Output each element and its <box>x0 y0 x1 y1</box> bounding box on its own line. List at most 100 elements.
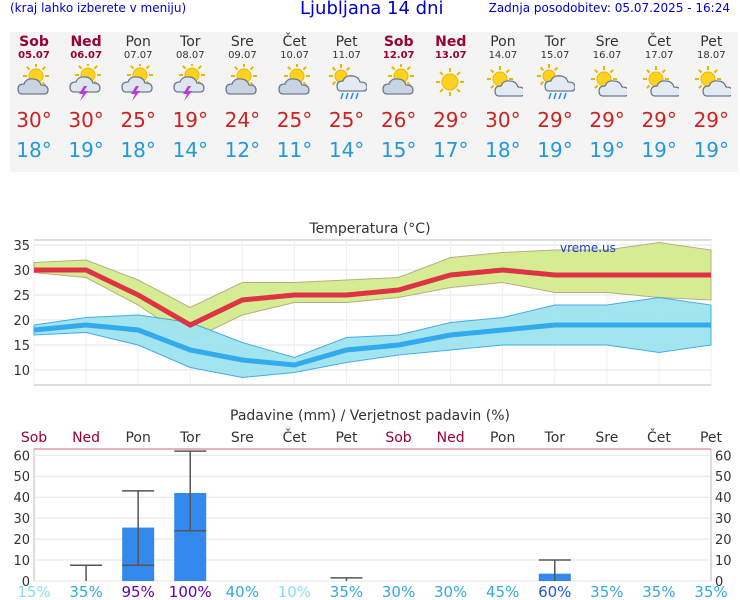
temp-max: 29° <box>537 108 573 132</box>
forecast-day: Pon 07.07 25° 18° <box>112 32 164 162</box>
menu-hint[interactable]: (kraj lahko izberete v meniju) <box>10 1 187 15</box>
x-category-label: Sob <box>21 430 47 446</box>
day-name: Sob <box>19 34 49 50</box>
y-tick-label: 30 <box>13 512 30 527</box>
x-category-label: Pet <box>335 430 358 446</box>
series-line-max <box>34 267 711 328</box>
precip-probability-label: 35% <box>642 583 675 600</box>
x-category-label: Sre <box>231 430 254 446</box>
precip-probability-label: 35% <box>330 583 363 600</box>
day-date: 08.07 <box>175 50 205 61</box>
day-date: 06.07 <box>70 50 102 61</box>
temp-min: 19° <box>589 138 625 162</box>
day-name: Čet <box>282 34 307 50</box>
day-name: Sob <box>383 34 414 50</box>
temp-min: 19° <box>68 138 104 162</box>
temp-min: 18° <box>120 138 156 162</box>
y-tick-label-right: 50 <box>715 470 732 485</box>
day-date: 18.07 <box>696 50 726 61</box>
chart-title: Temperatura (°C) <box>308 221 430 237</box>
temp-min: 18° <box>485 138 521 162</box>
temp-max: 30° <box>485 108 521 132</box>
temp-max: 29° <box>589 108 625 132</box>
temp-min: 18° <box>16 138 52 162</box>
x-category-label: Ned <box>72 430 100 446</box>
y-tick-label: 25 <box>13 289 30 304</box>
partly-cloudy-sun-icon <box>269 63 321 102</box>
page-title: Ljubljana 14 dni <box>300 0 444 19</box>
day-date: 13.07 <box>434 50 467 61</box>
precip-probability-label: 45% <box>486 583 519 600</box>
day-name: Pet <box>335 34 358 50</box>
sun-thunder-icon <box>112 62 164 102</box>
day-date: 17.07 <box>644 50 674 61</box>
precip-probability-label: 30% <box>434 583 467 600</box>
day-name: Sre <box>595 34 619 50</box>
x-category-label: Tor <box>544 430 566 446</box>
day-name: Pon <box>490 34 516 50</box>
partly-cloudy-sun-icon <box>373 63 425 102</box>
temp-max: 30° <box>68 108 104 132</box>
forecast-day: Sre 09.07 24° 12° <box>216 32 268 162</box>
day-name: Tor <box>180 34 201 50</box>
y-tick-label: 40 <box>13 491 30 506</box>
day-name: Tor <box>544 34 566 50</box>
day-date: 10.07 <box>280 50 309 61</box>
update-timestamp: Zadnja posodobitev: 05.07.2025 - 16:24 <box>488 1 730 15</box>
temp-min: 14° <box>328 138 365 162</box>
x-category-label: Pon <box>490 430 515 446</box>
day-date: 16.07 <box>592 50 622 61</box>
day-name: Pon <box>125 34 151 50</box>
day-date: 14.07 <box>488 50 518 61</box>
x-category-label: Pon <box>125 430 150 446</box>
precip-probability-label: 95% <box>121 583 154 600</box>
forecast-day: Tor 15.07 29° 19° <box>529 32 581 162</box>
forecast-days: Sob 05.07 30° 18° Ned 06.07 30° 19° Pon 07.07 25° 1… <box>10 32 738 172</box>
temp-max: 26° <box>380 108 417 132</box>
precip-probability-label: 30% <box>382 583 415 600</box>
partly-cloudy-sun-icon <box>216 63 268 102</box>
header-bar: (kraj lahko izberete v meniju) Ljubljana… <box>0 0 740 20</box>
day-date: 07.07 <box>123 50 153 61</box>
x-category-label: Čet <box>647 428 671 446</box>
y-tick-label: 30 <box>13 264 30 279</box>
temp-max: 29° <box>641 108 677 132</box>
precip-probability-label: 15% <box>17 583 50 600</box>
chart-title: Padavine (mm) / Verjetnost padavin (%) <box>230 408 510 424</box>
y-tick-label-right: 60 <box>715 449 732 464</box>
watermark: vreme.us <box>560 241 616 255</box>
x-category-label: Čet <box>282 428 306 446</box>
x-category-label: Tor <box>179 430 201 446</box>
precip-probability-label: 40% <box>226 583 259 600</box>
day-name: Ned <box>70 34 102 50</box>
precip-probability-label: 60% <box>538 583 571 600</box>
min-range-band <box>33 296 712 379</box>
temp-max: 25° <box>328 108 365 132</box>
y-tick-label: 20 <box>13 533 30 548</box>
day-name: Ned <box>435 34 467 50</box>
precip-probability-label: 35% <box>694 583 727 600</box>
temp-max: 29° <box>433 108 469 132</box>
y-tick-label: 60 <box>13 449 30 464</box>
forecast-day: Čet 10.07 25° 11° <box>269 32 321 162</box>
x-category-label: Sre <box>595 430 618 446</box>
sun-thunder-icon <box>60 62 112 102</box>
temp-min: 14° <box>172 138 209 162</box>
sun-cloud-icon <box>477 64 529 102</box>
forecast-day: Pet 18.07 29° 19° <box>685 32 737 162</box>
temperature-chart: Temperatura (°C) 10 15 20 25 30 35 vreme.us <box>13 221 712 386</box>
day-date: 05.07 <box>18 50 50 61</box>
series-line-min <box>33 322 711 368</box>
x-category-label: Pet <box>700 430 723 446</box>
day-date: 09.07 <box>228 50 257 61</box>
y-tick-label: 0 <box>22 575 30 590</box>
y-tick-label-right: 30 <box>715 512 732 527</box>
precip-probability-label: 35% <box>69 583 102 600</box>
y-tick-label: 35 <box>13 239 30 254</box>
temp-min: 17° <box>433 138 469 162</box>
temp-min: 12° <box>224 138 261 162</box>
temp-min: 19° <box>641 138 677 162</box>
forecast-day: Tor 08.07 19° 14° <box>164 32 216 162</box>
precipitation-chart: Padavine (mm) / Verjetnost padavin (%) So… <box>13 408 732 600</box>
sun-rain-icon <box>321 64 373 102</box>
